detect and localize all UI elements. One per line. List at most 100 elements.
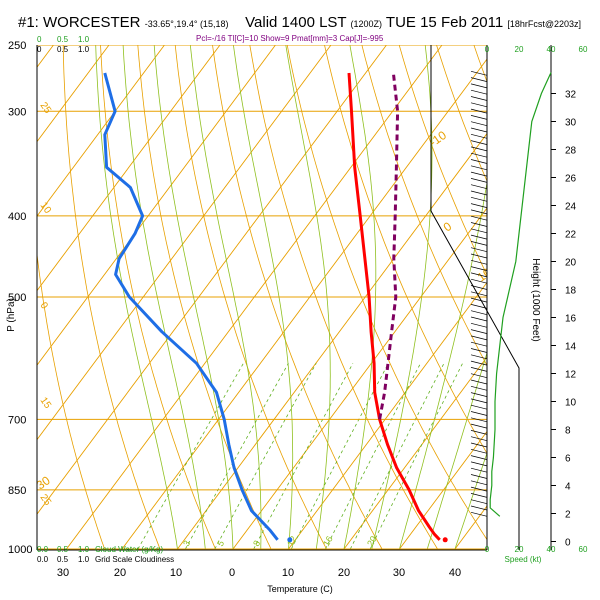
wind-barb (470, 297, 488, 303)
wind-barb (470, 152, 488, 158)
mixing-ratio-label: 5 (215, 539, 226, 548)
wind-barb (470, 411, 488, 416)
cloud-water-tick: 1.0 (78, 545, 90, 554)
height-tick: 26 (565, 174, 577, 185)
mixing-ratio-line (253, 363, 354, 550)
wind-barb (470, 272, 488, 278)
station-coords: -33.65°,19.4° (15,18) (144, 19, 229, 29)
moist-adiabat (153, 45, 234, 550)
wind-barb (470, 474, 488, 479)
height-tick: 8 (565, 426, 571, 437)
height-tick: 4 (565, 482, 571, 493)
dewpoint-line (103, 72, 279, 541)
wind-barb (470, 115, 488, 120)
pressure-tick: 700 (8, 414, 26, 426)
mixing-ratio-line (369, 363, 463, 550)
wind-barb (470, 379, 488, 385)
isotherm (37, 45, 221, 292)
wind-barb (470, 203, 488, 208)
temperature-tick: 20 (114, 567, 126, 579)
cloud-water-top-tick: 0 (37, 35, 42, 44)
wind-barb (470, 373, 488, 379)
wind-barb (470, 102, 488, 108)
speed-tick-top: 60 (579, 45, 588, 54)
wind-barb (470, 196, 488, 202)
wind-barb (470, 291, 488, 297)
isotherm-label: -10 (427, 128, 450, 150)
dry-adiabat-label: 0 (38, 300, 50, 311)
isotherm (37, 45, 110, 143)
speed-tick-top: 20 (515, 45, 524, 54)
wind-barb (470, 417, 488, 423)
dry-adiabat (586, 45, 600, 567)
temperature-tick: 40 (449, 567, 461, 579)
wind-barb (470, 316, 488, 322)
wind-barb (470, 96, 488, 101)
wind-barb (470, 77, 488, 82)
wind-barb (470, 228, 488, 234)
utc-time: (1200Z) (350, 19, 383, 29)
dry-adiabat-label: 25 (38, 100, 54, 116)
cloud-water-top-tick: 0.5 (57, 35, 69, 44)
height-tick: 20 (565, 258, 577, 269)
wind-barb (470, 499, 488, 505)
height-axis-label: Height (1000 Feet) (530, 258, 541, 341)
cloudiness-tick: 0.0 (37, 555, 49, 564)
wind-barb (470, 165, 488, 171)
isotherm (342, 356, 487, 550)
dry-adiabat-label: 15 (38, 395, 54, 411)
height-tick: 22 (565, 230, 577, 241)
temperature-tick: 20 (338, 567, 350, 579)
x-axis-label: Temperature (C) (267, 584, 333, 594)
wind-barb (470, 253, 488, 259)
wind-barb (470, 461, 488, 467)
wind-speed-line (489, 72, 552, 517)
isotherm (37, 45, 165, 217)
wind-barb (470, 285, 488, 290)
forecast-info: [18hrFcst@2203z] (507, 19, 582, 29)
height-tick: 24 (565, 202, 577, 213)
moist-adiabat (285, 45, 331, 550)
wind-barb (470, 436, 488, 442)
wind-barb (470, 89, 488, 95)
wind-barb (470, 140, 488, 145)
dry-adiabat (174, 45, 328, 550)
height-tick: 6 (565, 454, 571, 465)
height-tick: 18 (565, 286, 577, 297)
height-tick: 0 (565, 538, 571, 549)
mixing-ratio-line (290, 363, 389, 550)
moist-adiabat (122, 45, 206, 550)
speed-tick: 0 (485, 545, 490, 554)
wind-barb (470, 247, 488, 253)
height-tick: 30 (565, 118, 577, 129)
pressure-tick: 250 (8, 40, 26, 52)
isotherm (453, 505, 487, 550)
wind-barb (470, 304, 488, 309)
moist-adiabat (233, 45, 294, 550)
moist-adiabat (454, 451, 487, 550)
dry-adiabat (37, 251, 106, 550)
wind-barb (470, 367, 488, 372)
cloudiness-label: Grid Scale Cloudiness (95, 555, 174, 564)
pressure-tick: 300 (8, 106, 26, 118)
temperature-tick: 10 (170, 567, 182, 579)
height-tick: 12 (565, 370, 577, 381)
temperature-surface-point (442, 537, 448, 543)
moist-adiabat (426, 351, 487, 550)
isotherm (398, 430, 487, 550)
wind-barb (470, 241, 488, 246)
speed-label: Speed (kt) (505, 555, 542, 564)
temperature-tick: 30 (393, 567, 405, 579)
valid-date: TUE 15 Feb 2011 (385, 14, 504, 31)
mixing-ratio-line (325, 363, 421, 550)
cloudiness-top-tick: 1.0 (78, 45, 90, 54)
mixing-ratio-line (185, 363, 289, 550)
height-tick: 2 (565, 510, 571, 521)
temperature-tick: 10 (282, 567, 294, 579)
mixing-ratio-label: 16 (321, 534, 335, 548)
station-name: #1: WORCESTER (18, 14, 141, 31)
wind-barb (470, 209, 488, 215)
